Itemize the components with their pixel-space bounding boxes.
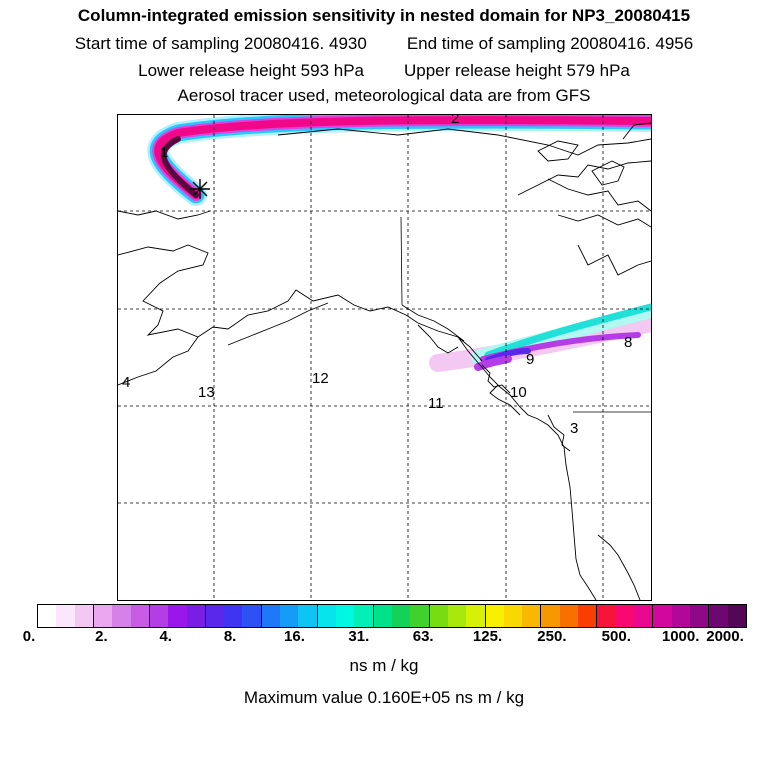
colorbar-swatch bbox=[653, 605, 672, 627]
upper-release-height: Upper release height 579 hPa bbox=[404, 61, 630, 80]
colorbar-tick-label: 250. bbox=[537, 628, 567, 645]
map-panel: 2 1 8 9 10 11 12 13 4 3 bbox=[117, 114, 652, 601]
release-heights: Lower release height 593 hPa Upper releas… bbox=[0, 61, 768, 81]
start-time: Start time of sampling 20080416. 4930 bbox=[74, 34, 367, 53]
colorbar-swatch bbox=[447, 605, 467, 627]
colorbar-swatch bbox=[93, 605, 113, 627]
plot-title: Column-integrated emission sensitivity i… bbox=[77, 6, 691, 25]
colorbar-swatch bbox=[634, 605, 654, 627]
time-labels: 2 1 8 9 10 11 12 13 4 3 bbox=[122, 115, 632, 437]
lower-release-height: Lower release height 593 hPa bbox=[138, 61, 364, 80]
colorbar-swatch bbox=[709, 605, 728, 627]
colorbar-swatch bbox=[727, 605, 746, 627]
time-label-12: 12 bbox=[312, 370, 329, 387]
colorbar-swatch bbox=[391, 605, 411, 627]
colorbar-swatch bbox=[186, 605, 206, 627]
colorbar-tick-label: 0. bbox=[22, 628, 36, 645]
colorbar-swatch bbox=[541, 605, 560, 627]
colorbar-swatch bbox=[38, 605, 57, 627]
colorbar-swatch bbox=[373, 605, 392, 627]
map-canvas: 2 1 8 9 10 11 12 13 4 3 bbox=[118, 115, 651, 600]
colorbar-swatch bbox=[522, 605, 542, 627]
plume-arc bbox=[147, 115, 651, 206]
time-label-13: 13 bbox=[198, 384, 215, 401]
colorbar-tick-label: 16. bbox=[284, 628, 305, 645]
colorbar-tick-label: 4. bbox=[159, 628, 172, 645]
colorbar-tick-label: 125. bbox=[472, 628, 503, 645]
colorbar-unit: ns m / kg bbox=[349, 656, 419, 675]
colorbar-swatch bbox=[224, 605, 243, 627]
time-label-2: 2 bbox=[451, 115, 459, 127]
colorbar-swatch bbox=[578, 605, 598, 627]
colorbar-swatch bbox=[429, 605, 448, 627]
colorbar-swatch bbox=[466, 605, 486, 627]
colorbar-swatch bbox=[205, 605, 225, 627]
time-label-11: 11 bbox=[428, 395, 444, 412]
colorbar-swatch bbox=[149, 605, 169, 627]
graticule bbox=[118, 115, 651, 600]
sampling-times: Start time of sampling 20080416. 4930 End… bbox=[0, 34, 768, 54]
colorbar-tick-label: 500. bbox=[601, 628, 631, 645]
colorbar-swatch bbox=[410, 605, 430, 627]
end-time: End time of sampling 20080416. 4956 bbox=[406, 34, 694, 53]
colorbar-swatch bbox=[671, 605, 690, 627]
colorbar-tick-label: 63. bbox=[412, 628, 434, 645]
colorbar-swatch bbox=[559, 605, 579, 627]
colorbar-swatch bbox=[597, 605, 616, 627]
borders bbox=[400, 216, 651, 413]
colorbar-swatch bbox=[503, 605, 523, 627]
colorbar-tick-label: 2. bbox=[95, 628, 108, 645]
colorbar-tick-label: 1000. bbox=[661, 628, 700, 645]
colorbar-swatch bbox=[280, 605, 299, 627]
colorbar bbox=[37, 604, 747, 628]
star-icon bbox=[190, 179, 210, 199]
plume-east bbox=[429, 303, 651, 372]
colorbar-swatch bbox=[261, 605, 281, 627]
colorbar-tick-label: 31. bbox=[348, 628, 370, 645]
coastlines bbox=[118, 122, 651, 600]
time-label-10: 10 bbox=[510, 384, 527, 401]
colorbar-tick-label: 8. bbox=[223, 628, 237, 645]
colorbar-swatch bbox=[354, 605, 374, 627]
colorbar-tick-label: 2000. bbox=[706, 628, 744, 645]
colorbar-swatch bbox=[485, 605, 504, 627]
colorbar-swatch bbox=[689, 605, 710, 627]
colorbar-swatch bbox=[112, 605, 131, 627]
colorbar-swatch bbox=[168, 605, 187, 627]
tracer-info: Aerosol tracer used, meteorological data… bbox=[177, 86, 591, 105]
colorbar-swatch bbox=[74, 605, 94, 627]
colorbar-swatch bbox=[615, 605, 634, 627]
colorbar-swatch bbox=[336, 605, 355, 627]
maximum-value: Maximum value 0.160E+05 ns m / kg bbox=[243, 688, 525, 707]
time-label-8: 8 bbox=[624, 334, 632, 351]
time-label-9: 9 bbox=[526, 351, 534, 368]
colorbar-swatch bbox=[56, 605, 75, 627]
colorbar-swatch bbox=[242, 605, 262, 627]
time-label-3: 3 bbox=[570, 420, 578, 437]
time-label-1: 1 bbox=[160, 144, 168, 161]
time-label-4: 4 bbox=[122, 374, 130, 391]
colorbar-swatch bbox=[298, 605, 318, 627]
colorbar-swatch bbox=[317, 605, 336, 627]
colorbar-swatch bbox=[130, 605, 150, 627]
